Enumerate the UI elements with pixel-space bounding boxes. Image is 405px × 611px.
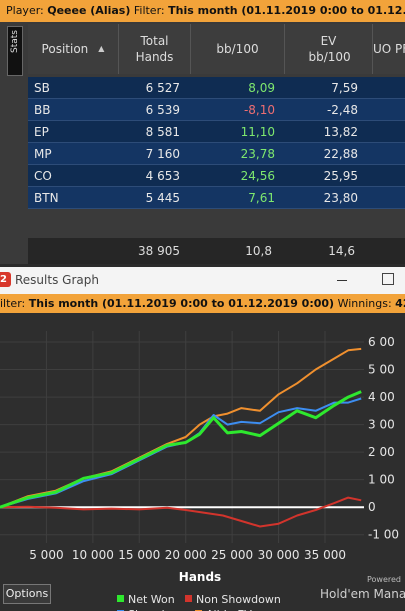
cell-hands: 6 539 [145, 103, 180, 117]
window-titlebar: 2 Results Graph [0, 267, 405, 294]
y-tick-label: -1 00 [368, 528, 399, 542]
cell-ev: -2,48 [326, 103, 358, 117]
options-button[interactable]: Options [3, 584, 51, 604]
column-header-ev-bb100[interactable]: EV bb/100 [285, 24, 373, 74]
x-tick-label: 35 000 [304, 548, 346, 562]
column-header-position[interactable]: Position ▲ [28, 24, 119, 74]
results-chart: 6 00 5 00 4 00 3 00 2 00 1 00 0 -1 00 5 000 10 00… [0, 331, 399, 611]
cell-hands: 6 527 [145, 81, 180, 95]
legend-swatch [185, 595, 192, 602]
x-tick-label: 5 000 [29, 548, 63, 562]
table-row[interactable]: SB 6 527 8,09 7,59 [28, 77, 405, 99]
total-hands: 38 905 [138, 244, 180, 258]
cell-position: BTN [34, 191, 59, 205]
cell-hands: 5 445 [145, 191, 180, 205]
graph-filter-bar: ilter: This month (01.11.2019 0:00 to 01… [0, 294, 405, 313]
x-tick-label: 30 000 [258, 548, 300, 562]
winnings-value: 4211,2 big blinds [395, 297, 405, 310]
table-row[interactable]: MP 7 160 23,78 22,88 [28, 143, 405, 165]
cell-position: CO [34, 169, 52, 183]
column-header-bb100[interactable]: bb/100 [191, 24, 285, 74]
x-tick-label: 25 000 [211, 548, 253, 562]
player-value: Qeeee (Alias) [47, 4, 131, 17]
filter-value: This month (01.11.2019 0:00 to 01.12.201… [28, 297, 335, 310]
cell-position: MP [34, 147, 52, 161]
cell-hands: 8 581 [145, 125, 180, 139]
powered-by-label: Powered [367, 575, 402, 584]
filter-label: Filter: [133, 4, 165, 17]
totals-row: 38 905 10,8 14,6 [28, 238, 405, 264]
stats-filter-bar: Player: Qeeee (Alias) Filter: This month… [0, 0, 405, 22]
filter-value: This month (01.11.2019 0:00 to 01.12.201… [168, 4, 405, 17]
player-label: Player: [6, 4, 44, 17]
results-graph-window: 2 Results Graph ilter: This month (01.11… [0, 267, 405, 611]
y-tick-label: 2 00 [368, 445, 395, 459]
cell-bb100: 11,10 [240, 125, 275, 139]
table-row[interactable]: EP 8 581 11,10 13,82 [28, 121, 405, 143]
winnings-label: Winnings: [337, 297, 392, 310]
y-tick-label: 1 00 [368, 473, 395, 487]
series-line-net-won [0, 390, 362, 509]
cell-ev: 23,80 [323, 191, 358, 205]
minimize-button[interactable] [334, 273, 350, 287]
total-ev: 14,6 [328, 244, 355, 258]
brand-logo-text: Hold'em Manag [320, 587, 405, 601]
column-header-uo-pf[interactable]: UO PF [373, 42, 405, 56]
x-tick-label: 10 000 [72, 548, 114, 562]
cell-bb100: 23,78 [240, 147, 275, 161]
cell-position: BB [34, 103, 51, 117]
y-tick-label: 0 [368, 500, 376, 514]
y-tick-label: 6 00 [368, 335, 395, 349]
y-tick-label: 4 00 [368, 390, 395, 404]
cell-hands: 7 160 [145, 147, 180, 161]
cell-bb100: 24,56 [240, 169, 275, 183]
legend-label: Non Showdown [196, 593, 281, 606]
cell-position: SB [34, 81, 50, 95]
column-header-total-hands[interactable]: Total Hands [119, 24, 191, 74]
sort-ascending-icon: ▲ [98, 44, 105, 53]
series-line-showdown [0, 397, 362, 509]
filter-label: ilter: [0, 297, 26, 310]
table-row[interactable]: BB 6 539 -8,10 -2,48 [28, 99, 405, 121]
legend-label: Net Won [128, 593, 175, 606]
cell-ev: 13,82 [323, 125, 358, 139]
cell-ev: 25,95 [323, 169, 358, 183]
legend-label: Showdown [128, 608, 187, 611]
table-row[interactable]: BTN 5 445 7,61 23,80 [28, 187, 405, 209]
cell-bb100: 7,61 [248, 191, 275, 205]
cell-position: EP [34, 125, 49, 139]
cell-ev: 22,88 [323, 147, 358, 161]
window-title: Results Graph [15, 273, 99, 287]
y-tick-label: 5 00 [368, 363, 395, 377]
series-line-all-in-ev [0, 347, 362, 509]
stats-panel: Stats Position ▲ Total Hands bb/100 EV bb… [0, 22, 405, 264]
series-line-non-showdown [0, 496, 362, 528]
legend-swatch [117, 595, 124, 602]
stats-tab[interactable]: Stats [7, 26, 23, 76]
table-header: Position ▲ Total Hands bb/100 EV bb/100 U… [28, 24, 405, 74]
stats-rows: SB 6 527 8,09 7,59 BB 6 539 -8,10 -2,48 … [28, 77, 405, 209]
cell-bb100: 8,09 [248, 81, 275, 95]
cell-bb100: -8,10 [243, 103, 275, 117]
cell-ev: 7,59 [331, 81, 358, 95]
hem-app-icon: 2 [0, 272, 11, 287]
legend-label: All-In EV [206, 608, 252, 611]
table-row[interactable]: CO 4 653 24,56 25,95 [28, 165, 405, 187]
x-tick-label: 20 000 [165, 548, 207, 562]
total-bb100: 10,8 [245, 244, 272, 258]
x-tick-label: 15 000 [118, 548, 160, 562]
maximize-button[interactable] [382, 273, 394, 285]
cell-hands: 4 653 [145, 169, 180, 183]
x-axis-label: Hands [179, 570, 221, 584]
y-tick-label: 3 00 [368, 418, 395, 432]
